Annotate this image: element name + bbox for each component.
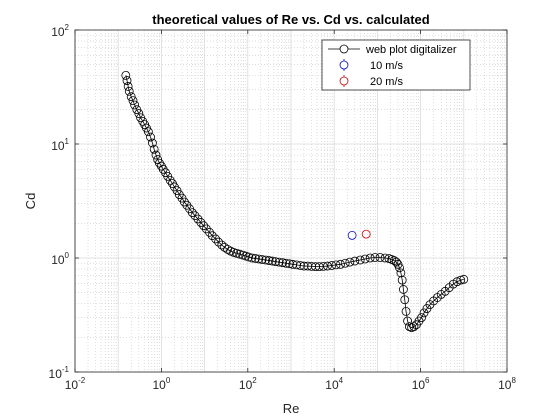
data-point	[190, 211, 200, 221]
legend-marker	[339, 44, 349, 54]
data-point	[409, 322, 419, 332]
data-point	[396, 268, 406, 278]
data-point	[403, 316, 412, 326]
data-point	[134, 109, 144, 118]
data-point	[459, 274, 469, 284]
data-point	[257, 255, 267, 264]
data-point	[244, 252, 254, 262]
data-point	[318, 261, 328, 271]
data-point	[130, 100, 140, 110]
data-point	[401, 307, 411, 316]
legend-entry-label: web plot digitalizer	[365, 44, 457, 56]
data-point	[292, 260, 302, 270]
data-point	[232, 248, 241, 258]
data-point	[143, 127, 153, 137]
data-point	[370, 253, 380, 262]
data-point	[327, 261, 337, 270]
x-tick-label: 100	[152, 376, 170, 392]
data-point	[375, 253, 385, 262]
data-point	[365, 253, 375, 263]
data-point	[193, 214, 203, 224]
legend[interactable]: web plot digitalizer 10 m/s 20 m/s	[321, 39, 471, 91]
data-point	[267, 256, 277, 266]
plot-area[interactable]	[74, 29, 508, 373]
x-tick-label: 10-2	[65, 376, 86, 392]
data-point	[261, 255, 271, 265]
data-point	[149, 144, 159, 154]
data-point	[278, 258, 288, 268]
legend-entry-label: 20 m/s	[370, 76, 404, 88]
data-point	[345, 257, 355, 267]
data-point	[419, 308, 429, 318]
legend-marker	[339, 76, 349, 86]
data-point	[274, 257, 284, 267]
data-point	[355, 255, 365, 265]
y-tick-label: 102	[51, 23, 69, 39]
data-point	[179, 197, 189, 207]
y-tick-label: 100	[51, 251, 69, 267]
data-point	[254, 254, 264, 264]
data-point	[456, 275, 466, 285]
data-point	[323, 261, 332, 271]
data-point	[205, 227, 214, 237]
data-point	[247, 253, 257, 263]
data-point	[380, 253, 390, 263]
data-point	[417, 313, 426, 323]
data-point	[404, 322, 414, 332]
data-point	[391, 257, 401, 267]
data-point	[187, 208, 197, 218]
data-point	[207, 231, 217, 241]
data-point	[121, 70, 131, 80]
chart-title: theoretical values of Re vs. Cd vs. calc…	[152, 12, 430, 27]
data-point	[146, 132, 155, 142]
data-point	[122, 76, 132, 85]
data-point	[126, 92, 136, 102]
data-point	[196, 218, 206, 227]
data-point	[123, 82, 133, 91]
data-point	[360, 254, 370, 264]
data-point	[148, 138, 157, 148]
data-point	[340, 258, 350, 268]
data-point	[331, 260, 341, 270]
data-point	[400, 295, 410, 305]
data-point	[211, 234, 221, 244]
y-tick-label: 10-1	[49, 365, 70, 381]
data-point	[399, 285, 408, 294]
ticks: 10-2 100 102 104 106 108 10-1 100 101 102	[49, 23, 517, 392]
data-point	[336, 259, 345, 269]
legend-marker	[339, 60, 349, 70]
data-point	[165, 175, 175, 185]
x-tick-label: 108	[498, 376, 516, 392]
data-point	[285, 259, 294, 269]
data-point	[128, 96, 138, 106]
data-layer	[121, 70, 469, 333]
data-point	[395, 263, 404, 273]
data-point	[407, 323, 417, 333]
x-tick-label: 106	[412, 376, 430, 392]
data-point	[397, 275, 407, 285]
data-point	[201, 224, 211, 234]
legend-entry-label: 10 m/s	[370, 60, 404, 72]
data-point	[251, 254, 260, 263]
x-axis-label: Re	[283, 401, 300, 416]
data-point	[295, 261, 305, 270]
data-point	[217, 240, 227, 250]
data-point	[264, 256, 274, 265]
data-point	[281, 258, 291, 268]
data-point	[235, 249, 245, 259]
data-point	[361, 229, 371, 239]
data-point	[214, 237, 223, 247]
x-tick-label: 102	[239, 376, 257, 392]
data-point	[350, 256, 360, 266]
y-tick-label: 101	[51, 137, 69, 153]
x-tick-label: 104	[325, 376, 343, 392]
data-point	[124, 86, 134, 96]
y-axis-label: Cd	[23, 193, 38, 210]
data-point	[151, 150, 161, 160]
data-point	[271, 257, 280, 266]
data-point	[199, 221, 209, 231]
data-point	[347, 230, 357, 240]
